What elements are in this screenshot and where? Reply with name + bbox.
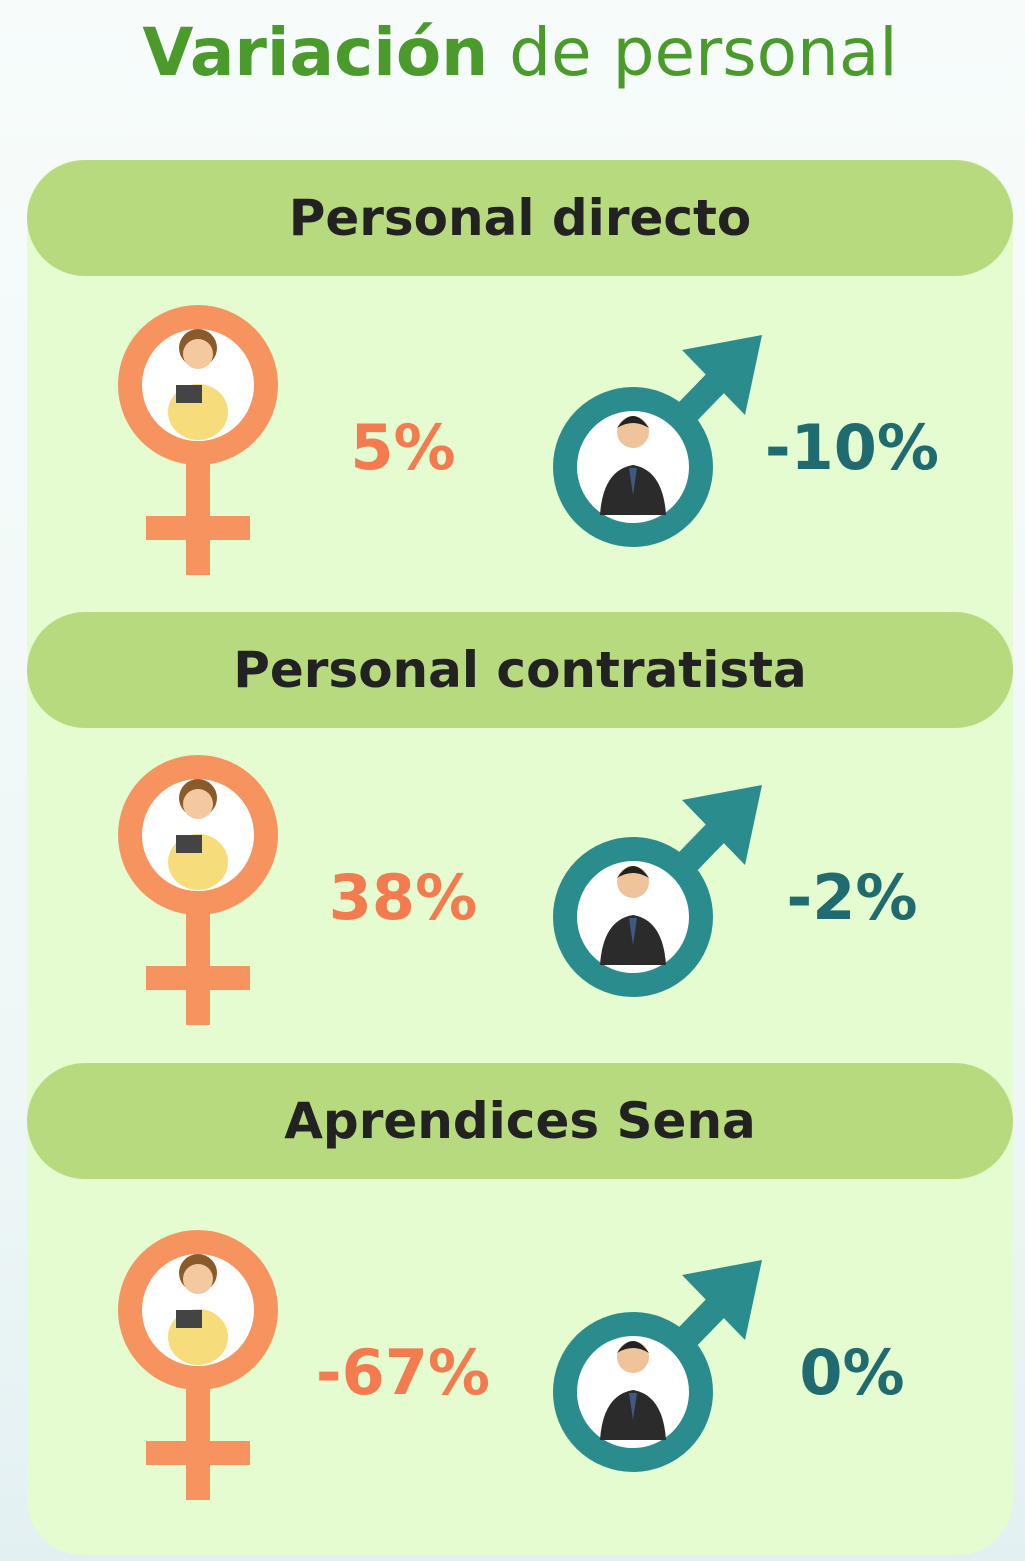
female-cross <box>146 516 250 540</box>
men-variation: -2% <box>787 861 918 934</box>
male-icon <box>553 335 762 547</box>
panel <box>27 160 1013 1555</box>
man-tie <box>629 468 637 495</box>
woman-tablet <box>176 385 202 403</box>
men-variation: -10% <box>765 411 939 484</box>
female-cross <box>146 1441 250 1465</box>
female-icon <box>118 755 278 1025</box>
female-icon <box>118 305 278 575</box>
man-hair <box>617 866 649 878</box>
section-header <box>27 160 1013 276</box>
section-label: Personal directo <box>289 189 752 247</box>
women-variation: 5% <box>350 411 455 484</box>
section-header <box>27 612 1013 728</box>
male-arrow-head <box>682 1260 762 1340</box>
man-hair <box>617 416 649 428</box>
male-icon <box>553 785 762 997</box>
men-variation: 0% <box>799 1336 904 1409</box>
woman-tablet <box>176 1310 202 1328</box>
man-tie <box>629 918 637 945</box>
title: Variación de personal <box>142 14 897 91</box>
female-stem <box>186 900 210 1025</box>
section-label: Personal contratista <box>233 641 807 699</box>
female-icon <box>118 1230 278 1500</box>
woman-face <box>183 339 213 369</box>
female-cross <box>146 966 250 990</box>
man-hair <box>617 1341 649 1353</box>
woman-face <box>183 789 213 819</box>
man-tie <box>629 1393 637 1420</box>
content: Personal directo 5% -10% Personal contratis… <box>27 160 1013 1500</box>
section: Personal directo 5% -10% <box>27 160 1013 575</box>
section-header <box>27 1063 1013 1179</box>
male-arrow-head <box>682 335 762 415</box>
woman-tablet <box>176 835 202 853</box>
women-variation: 38% <box>329 861 477 934</box>
section: Aprendices Sena -67% 0% <box>27 1063 1013 1500</box>
section-label: Aprendices Sena <box>284 1092 756 1150</box>
male-icon <box>553 1260 762 1472</box>
female-stem <box>186 450 210 575</box>
woman-face <box>183 1264 213 1294</box>
title-bold: Variación <box>142 14 488 91</box>
male-arrow-head <box>682 785 762 865</box>
female-stem <box>186 1375 210 1500</box>
title-rest: de personal <box>509 14 898 91</box>
women-variation: -67% <box>316 1336 490 1409</box>
section: Personal contratista 38% -2% <box>27 612 1013 1025</box>
